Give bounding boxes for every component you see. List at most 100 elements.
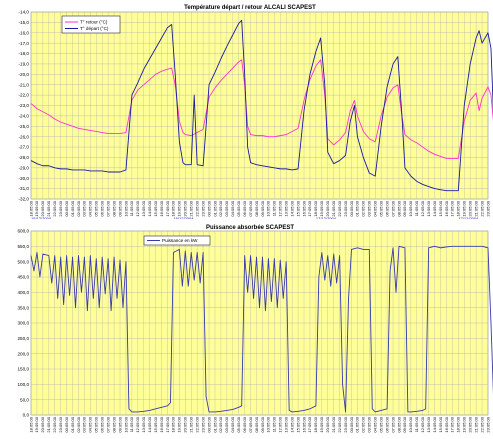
y-tick-label: -22,0 [19, 93, 30, 98]
x-tick-label: 04:05:00 [373, 416, 378, 432]
legend: T° retour (°C) T° départ (°C) [61, 15, 121, 34]
x-tick-label: 10:05:00 [266, 416, 271, 432]
power-chart-svg: Puissance absorbée SCAPEST 600,0 550,0 500… [18, 225, 493, 433]
y-tick-label: -18,0 [19, 51, 30, 56]
x-tick-label: 18:05:00 [28, 200, 33, 216]
x-tick-label: 20:05:00 [325, 200, 330, 216]
x-tick-label: 23:05:00 [343, 416, 348, 432]
x-tick-label: 12:05:00 [278, 416, 283, 432]
x-tick-label: 09:05:00 [260, 416, 265, 432]
y-tick-label: -25,0 [19, 124, 30, 129]
x-tick-label: 22:05:00 [337, 200, 342, 216]
x-tick-label: 23:05:00 [485, 200, 490, 216]
x-tick-label: 05:05:00 [378, 200, 383, 216]
x-tick-label: 02:05:00 [76, 416, 81, 432]
x-tick-label: 18:05:00 [171, 416, 176, 432]
x-tick-label: 10:05:00 [408, 416, 413, 432]
x-tick-label: 20:05:00 [40, 200, 45, 216]
x-tick-label: 21:05:00 [189, 416, 194, 432]
x-tick-label: 01:05:00 [70, 416, 75, 432]
date-labels: 15/12/2004 16/12/2004 17/12/2004 17/12/2004 [31, 216, 479, 219]
x-tick-label: 07:05:00 [390, 416, 395, 432]
x-tick-label: 03:05:00 [367, 416, 372, 432]
x-tick-label: 02:05:00 [76, 200, 81, 216]
x-tick-label: 11:05:00 [129, 416, 134, 432]
x-tick-label: 19:05:00 [177, 416, 182, 432]
x-tick-label: 17:05:00 [165, 200, 170, 216]
x-tick-label: 13:05:00 [141, 416, 146, 432]
y-tick-label: 100,0 [18, 382, 30, 387]
x-tick-label: 06:05:00 [242, 416, 247, 432]
series-line-return [30, 59, 493, 159]
x-tick-label: 22:05:00 [337, 416, 342, 432]
x-tick-label: 12:05:00 [420, 200, 425, 216]
x-tick-label: 17:05:00 [450, 200, 455, 216]
x-tick-label: 11:05:00 [414, 416, 419, 432]
y-tick-label: 500,0 [18, 259, 30, 264]
x-tick-label: 07:05:00 [248, 200, 253, 216]
y-tick-label: -14,0 [19, 10, 30, 15]
y-tick-label: 200,0 [18, 351, 30, 356]
x-tick-label: 01:05:00 [70, 200, 75, 216]
x-tick-label: 23:05:00 [58, 416, 63, 432]
x-tick-label: 12:05:00 [135, 416, 140, 432]
x-tick-label: 09:05:00 [402, 200, 407, 216]
x-tick-label: 09:05:00 [117, 200, 122, 216]
x-tick-label: 18:05:00 [28, 416, 33, 432]
x-tick-label: 08:05:00 [111, 416, 116, 432]
y-tick-label: 550,0 [18, 244, 30, 249]
x-tick-label: 06:05:00 [100, 200, 105, 216]
x-tick-label: 13:05:00 [426, 416, 431, 432]
legend-label-power: Puissance en kW [162, 238, 198, 243]
series-lines [30, 245, 493, 413]
x-tick-label: 14:05:00 [289, 416, 294, 432]
x-tick-label: 05:05:00 [236, 416, 241, 432]
x-tick-label: 18:05:00 [456, 200, 461, 216]
x-tick-label: 10:05:00 [266, 200, 271, 216]
x-tick-label: 16:05:00 [301, 200, 306, 216]
x-tick-label: 00:05:00 [64, 416, 69, 432]
x-tick-label: 19:05:00 [34, 416, 39, 432]
gridlines [30, 11, 489, 200]
x-tick-label: 17:05:00 [450, 416, 455, 432]
x-tick-label: 13:05:00 [284, 200, 289, 216]
x-tick-label: 17:05:00 [307, 416, 312, 432]
x-tick-label: 19:05:00 [319, 200, 324, 216]
x-tick-label: 05:05:00 [378, 416, 383, 432]
x-tick-label: 07:05:00 [248, 416, 253, 432]
series-line-depart [30, 19, 493, 192]
x-tick-label: 06:05:00 [100, 416, 105, 432]
x-date-label: 17/12/2004 [458, 216, 479, 219]
x-tick-label: 21:05:00 [473, 416, 478, 432]
y-axis-ticks: -14,0 -15,0 -16,0 -17,0 -18,0 -19,0 -20,0 -21,0… [19, 10, 30, 202]
legend-box [143, 235, 211, 246]
x-tick-label: 06:05:00 [384, 200, 389, 216]
x-tick-label: 04:05:00 [373, 200, 378, 216]
x-tick-label: 14:05:00 [432, 200, 437, 216]
y-tick-label: 300,0 [18, 321, 30, 326]
x-tick-label: 23:05:00 [200, 416, 205, 432]
series-lines [30, 19, 493, 192]
x-tick-label: 03:05:00 [224, 416, 229, 432]
y-tick-label: -26,0 [19, 134, 30, 139]
legend-label-return: T° retour (°C) [80, 20, 108, 25]
x-tick-label: 18:05:00 [456, 416, 461, 432]
x-tick-label: 22:05:00 [194, 200, 199, 216]
x-tick-label: 02:05:00 [361, 200, 366, 216]
x-tick-label: 23:05:00 [58, 200, 63, 216]
x-tick-label: 09:05:00 [260, 200, 265, 216]
x-tick-label: 20:05:00 [467, 200, 472, 216]
x-tick-label: 15:05:00 [153, 416, 158, 432]
legend-label-depart: T° départ (°C) [80, 26, 109, 31]
x-tick-label: 05:05:00 [94, 200, 99, 216]
legend: Puissance en kW [143, 235, 211, 246]
x-tick-label: 22:05:00 [52, 416, 57, 432]
x-tick-label: 03:05:00 [367, 200, 372, 216]
x-tick-label: 12:05:00 [135, 200, 140, 216]
x-tick-label: 04:05:00 [230, 200, 235, 216]
y-tick-label: 250,0 [18, 336, 30, 341]
x-tick-label: 16:05:00 [444, 200, 449, 216]
x-tick-label: 14:05:00 [289, 200, 294, 216]
x-tick-label: 13:05:00 [141, 200, 146, 216]
y-tick-label: -30,0 [19, 176, 30, 181]
